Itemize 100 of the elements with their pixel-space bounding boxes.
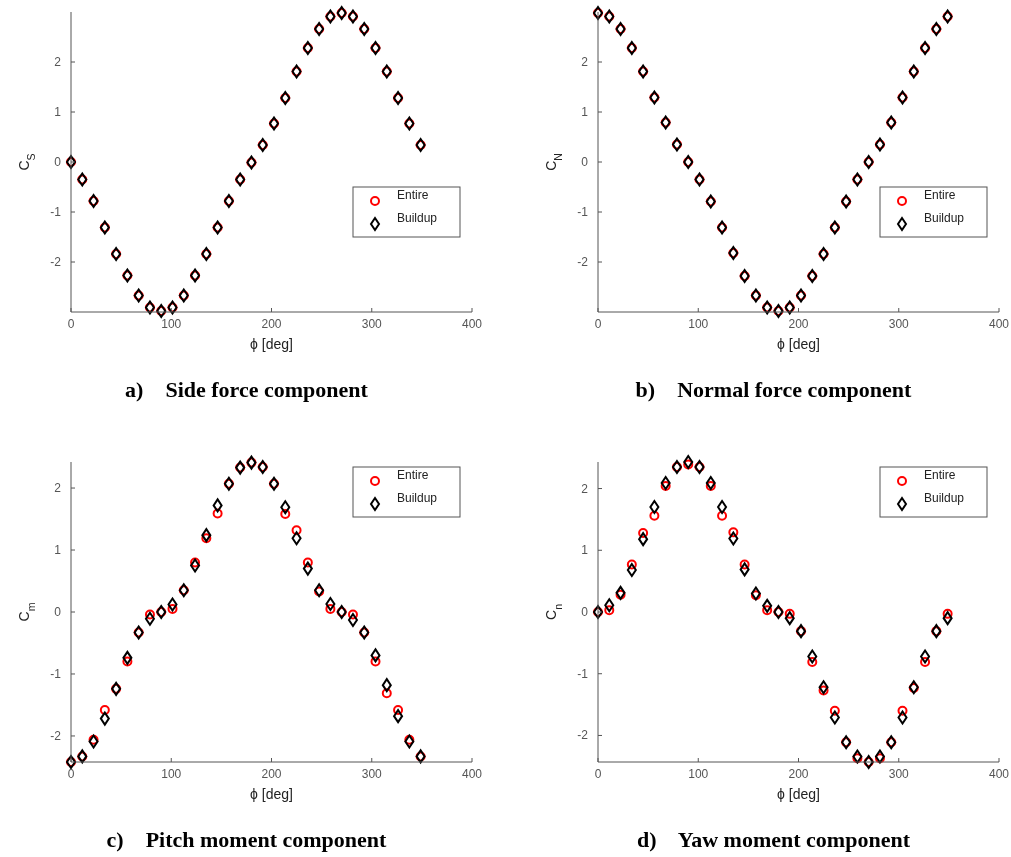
point: [874, 749, 885, 764]
text: a) Side force component: [125, 377, 369, 402]
point: [818, 685, 829, 696]
point: [739, 559, 750, 570]
point: [683, 455, 694, 469]
point: [750, 590, 761, 601]
legend-label: Buildup: [397, 211, 438, 225]
y-tick-label: -1: [577, 205, 589, 219]
point: [201, 533, 212, 544]
text: d) Yaw moment component: [637, 827, 911, 852]
point: [291, 525, 302, 536]
x-tick-label: 100: [161, 767, 182, 781]
point: [829, 710, 840, 725]
point: [325, 603, 336, 614]
x-tick-label: 200: [261, 767, 282, 781]
point: [626, 563, 637, 578]
x-tick-label: 400: [461, 317, 483, 331]
x-tick-label: 300: [888, 317, 910, 331]
x-axis-title: ϕ [deg]: [777, 786, 820, 802]
point: [683, 459, 694, 470]
x-tick-label: 0: [67, 767, 75, 781]
point: [762, 605, 773, 616]
x-tick-label: 0: [594, 767, 602, 781]
point: [393, 704, 404, 715]
point: [212, 498, 223, 513]
y-tick-label: 2: [54, 481, 62, 496]
x-tick-label: 200: [788, 317, 809, 331]
point: [897, 705, 908, 716]
x-tick-label: 0: [594, 317, 602, 331]
point: [660, 481, 671, 492]
point: [717, 510, 728, 521]
x-tick-label: 400: [988, 317, 1010, 331]
x-tick-label: 100: [688, 317, 709, 331]
y-tick-label: 1: [581, 543, 589, 558]
point: [942, 608, 953, 619]
y-tick-label: -1: [50, 666, 62, 681]
point: [818, 680, 829, 695]
point: [604, 598, 615, 613]
legend-label: Buildup: [924, 491, 965, 505]
legend-label: Buildup: [397, 491, 438, 505]
point: [942, 611, 953, 626]
point: [381, 688, 392, 699]
point: [325, 596, 336, 611]
point: [122, 656, 133, 667]
point: [615, 589, 626, 600]
point: [347, 609, 358, 620]
point: [897, 710, 908, 725]
point: [852, 749, 863, 764]
point: [404, 734, 415, 745]
y-tick-label: 1: [54, 105, 62, 119]
point: [404, 734, 415, 749]
y-tick-label: -2: [50, 728, 62, 743]
point: [705, 481, 716, 492]
point: [88, 734, 99, 745]
point: [280, 509, 291, 520]
point: [852, 753, 863, 764]
point: [728, 531, 739, 546]
y-tick-label: 0: [54, 155, 62, 169]
point: [167, 603, 178, 614]
legend-label: Entire: [924, 188, 956, 202]
point: [829, 705, 840, 716]
point: [370, 648, 381, 663]
legend-label: Entire: [397, 468, 429, 482]
point: [762, 598, 773, 613]
point: [347, 613, 358, 628]
point: [144, 611, 155, 626]
point: [88, 734, 99, 749]
point: [750, 586, 761, 601]
point: [705, 475, 716, 490]
legend-label: Entire: [924, 468, 956, 482]
x-tick-label: 200: [788, 767, 809, 781]
y-tick-label: 2: [54, 55, 62, 69]
legend-label: Entire: [397, 188, 429, 202]
point: [638, 527, 649, 538]
point: [660, 475, 671, 490]
point: [784, 608, 795, 619]
point: [638, 532, 649, 547]
point: [393, 709, 404, 724]
y-tick-label: -2: [50, 255, 62, 269]
point: [99, 711, 110, 726]
y-tick-label: 0: [581, 155, 589, 169]
point: [302, 557, 313, 568]
x-tick-label: 400: [461, 767, 483, 781]
point: [291, 531, 302, 546]
point: [807, 649, 818, 664]
text: b) Normal force component: [635, 377, 913, 402]
y-tick-label: 0: [54, 605, 62, 619]
point: [302, 561, 313, 576]
point: [381, 678, 392, 693]
point: [739, 562, 750, 577]
y-tick-label: -1: [577, 666, 589, 681]
y-tick-label: 1: [581, 105, 589, 119]
point: [615, 585, 626, 600]
point: [144, 609, 155, 620]
y-tick-label: 0: [581, 605, 589, 619]
point: [649, 500, 660, 515]
legend-label: Buildup: [924, 211, 965, 225]
x-tick-label: 400: [988, 767, 1010, 781]
point: [201, 528, 212, 543]
x-axis-title: ϕ [deg]: [250, 336, 293, 352]
